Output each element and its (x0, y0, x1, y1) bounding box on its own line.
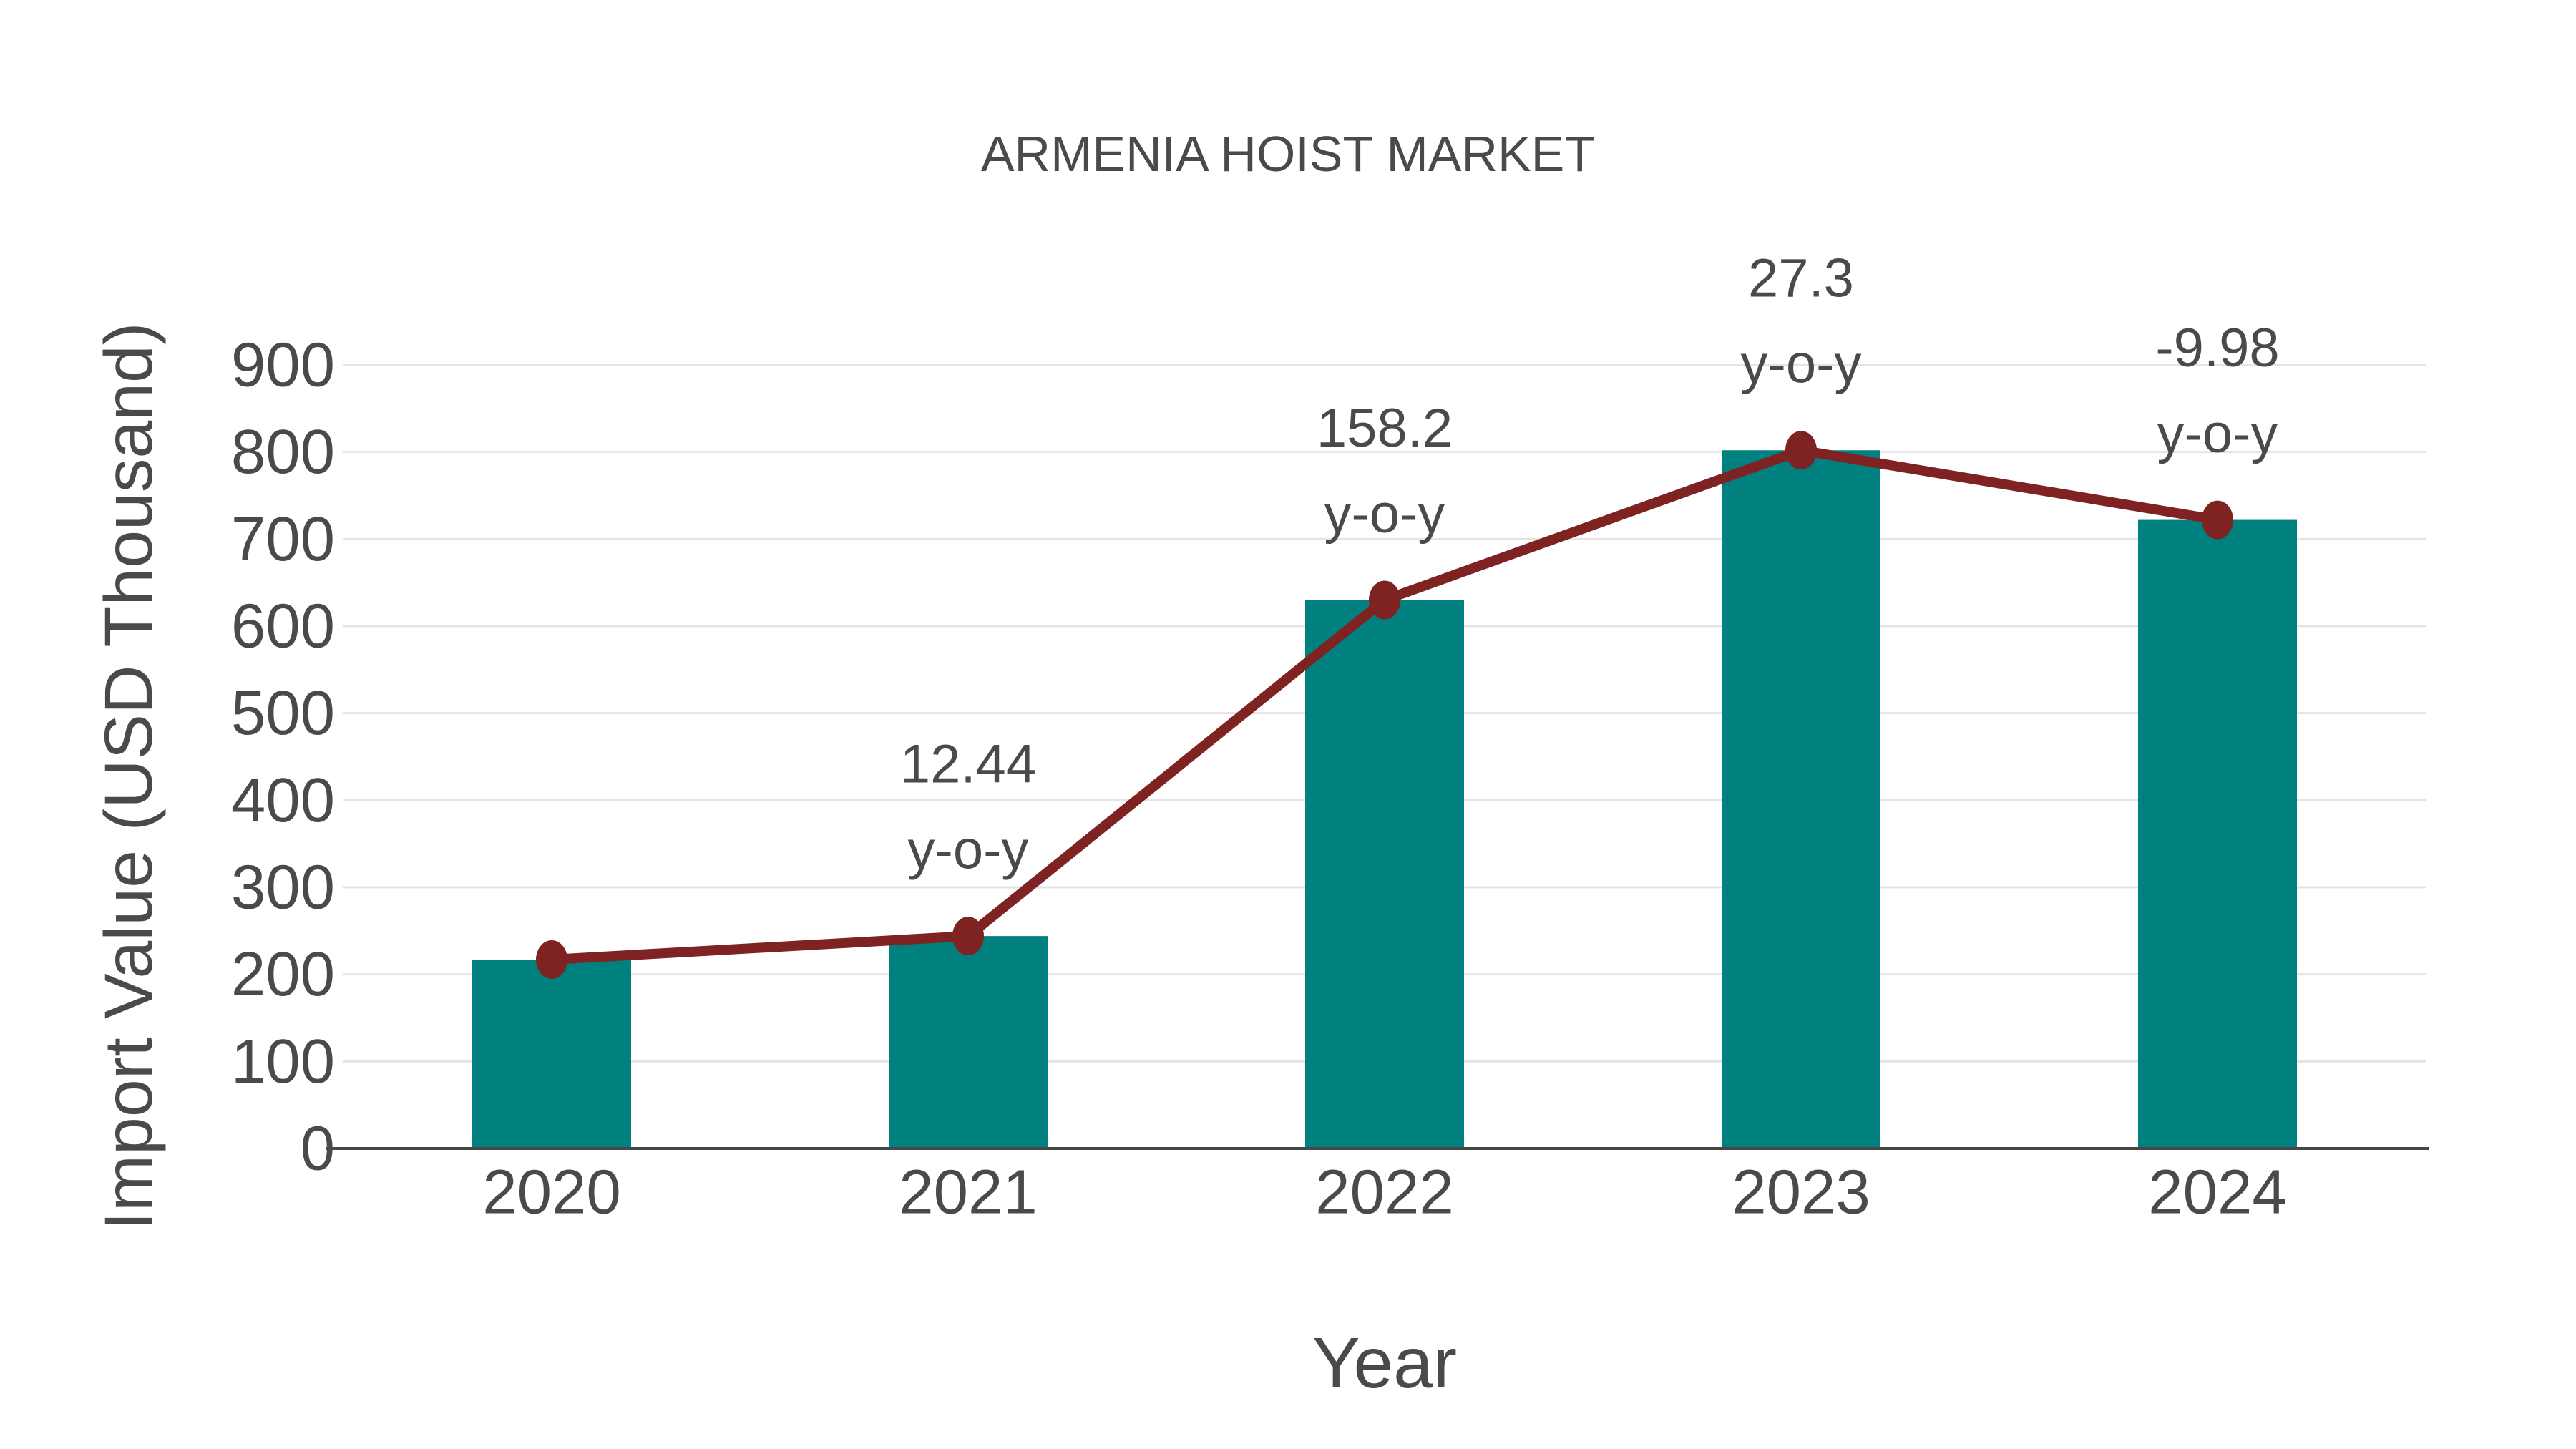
x-tick-label: 2024 (2148, 1158, 2287, 1227)
y-tick-label: 500 (231, 678, 335, 748)
bar-2024 (2138, 519, 2297, 1148)
y-tick-label: 700 (231, 504, 335, 574)
line-series (536, 431, 2233, 979)
x-tick-label: 2020 (482, 1158, 621, 1227)
data-point-marker-2024 (2202, 500, 2233, 540)
annotations-layer: 12.44 y-o-y 158.2 y-o-y 27.3 y-o-y -9.98 y-o-y (900, 248, 2280, 881)
y-tick-label: 400 (231, 766, 335, 835)
data-point-marker-2022 (1369, 580, 1400, 620)
annotation-suffix-2022: y-o-y (1324, 484, 1445, 545)
bar-2021 (889, 936, 1048, 1148)
x-tick-label: 2023 (1732, 1158, 1870, 1227)
bar-series (472, 450, 2297, 1148)
y-tick-label: 900 (231, 331, 335, 400)
data-point-marker-2023 (1785, 431, 1817, 470)
annotation-value-2023: 27.3 (1748, 248, 1854, 309)
annotation-value-2024: -9.98 (2155, 318, 2279, 379)
x-tick-label: 2022 (1315, 1158, 1454, 1227)
annotation-suffix-2024: y-o-y (2157, 404, 2278, 464)
bar-2022 (1305, 600, 1464, 1148)
data-point-marker-2021 (952, 917, 984, 956)
bar-2023 (1722, 450, 1880, 1148)
y-tick-label: 100 (231, 1027, 335, 1096)
y-axis-title: Import Value (USD Thousand) (91, 322, 167, 1230)
y-tick-label: 800 (231, 417, 335, 487)
data-point-marker-2020 (536, 940, 567, 979)
y-tick-label: 600 (231, 592, 335, 661)
annotation-suffix-2023: y-o-y (1741, 334, 1862, 395)
y-tick-label: 0 (301, 1114, 335, 1184)
x-axis-title: Year (1312, 1323, 1457, 1403)
x-axis-tick-labels: 2020 2021 2022 2023 2024 (482, 1158, 2287, 1227)
bar-2020 (472, 959, 631, 1148)
chart-title: ARMENIA HOIST MARKET (981, 126, 1595, 182)
annotation-value-2021: 12.44 (900, 734, 1036, 795)
annotation-suffix-2021: y-o-y (908, 820, 1029, 881)
x-tick-label: 2021 (899, 1158, 1038, 1227)
y-axis-tick-labels: 0 100 200 300 400 500 600 700 800 900 (231, 331, 335, 1184)
y-tick-label: 200 (231, 940, 335, 1009)
annotation-value-2022: 158.2 (1317, 398, 1453, 459)
y-tick-label: 300 (231, 853, 335, 922)
